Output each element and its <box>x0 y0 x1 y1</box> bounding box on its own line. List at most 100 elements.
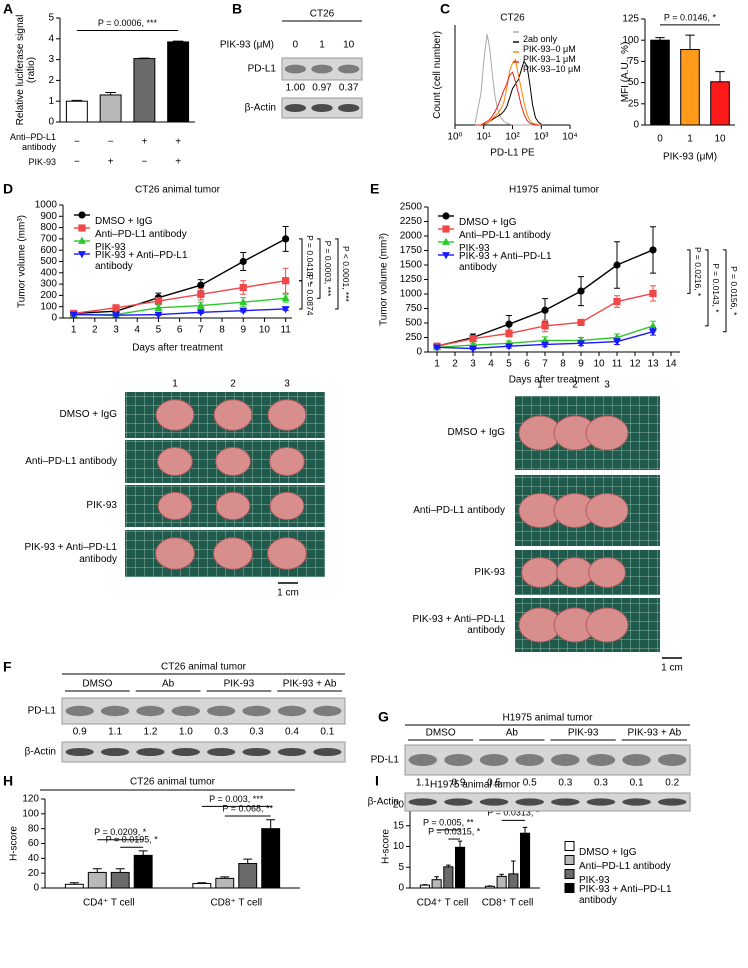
error-bar <box>457 840 463 848</box>
y-tick-label: 0 <box>416 347 422 358</box>
legend-label-box: Anti–PD-L1 antibody <box>579 861 671 872</box>
marker <box>154 297 163 305</box>
error-bar <box>69 882 79 885</box>
legend-marker <box>78 251 86 259</box>
error-bar <box>685 34 695 50</box>
bar <box>519 832 531 889</box>
annotation: P = 0.0195, * <box>106 835 159 845</box>
legend-marker <box>78 211 86 219</box>
blot-strip <box>61 741 346 763</box>
quant-label: 1.00 <box>286 83 306 94</box>
legend-marker <box>442 212 450 220</box>
y-tick-label: 3 <box>48 54 54 65</box>
x-tick-label: 13 <box>647 359 659 370</box>
blot-band <box>171 705 200 717</box>
row-label-box: PIK-93 + Anti–PD-L1 antibody <box>24 542 117 565</box>
blot-band <box>311 104 333 112</box>
condition-sign: − <box>108 137 114 148</box>
y-tick-label: 75 <box>628 56 640 67</box>
blot-band <box>657 798 687 806</box>
x-tick-label: CD8⁺ T cell <box>482 898 534 909</box>
tumor <box>157 491 193 521</box>
legend-marker <box>78 236 86 244</box>
tumor <box>521 557 559 588</box>
bar <box>443 866 454 889</box>
x-tick-label: 10¹ <box>477 132 492 143</box>
y-axis-label: Count (cell number) <box>432 31 444 119</box>
quant-label: 0.1 <box>630 778 644 789</box>
y-axis-label: Relative luciferase signal (ratio) <box>14 14 38 126</box>
blot-band <box>100 748 130 756</box>
bar <box>508 873 519 889</box>
annotation: P = 0.0006, *** <box>98 18 158 28</box>
tumor <box>556 557 594 588</box>
y-axis-label-box: H-score <box>8 826 19 861</box>
error-bar <box>266 819 276 829</box>
bar <box>454 846 466 889</box>
row-label: PIK-93 <box>86 500 117 512</box>
column-label: 3 <box>604 380 610 391</box>
y-tick-label: 5 <box>48 13 54 24</box>
x-tick-label: CD4⁺ T cell <box>83 898 135 909</box>
bar <box>710 81 730 126</box>
bar <box>87 871 107 889</box>
y-tick-label: 0 <box>51 313 57 324</box>
series-line <box>475 71 542 126</box>
y-axis-label: Tumor volume (mm³) <box>378 233 390 326</box>
x-tick-label: 12 <box>629 359 641 370</box>
x-tick-label: 3 <box>470 359 476 370</box>
bar <box>215 877 235 889</box>
marker <box>649 246 657 254</box>
marker <box>112 312 120 320</box>
tumor <box>267 399 307 431</box>
group-label: PIK-93 <box>224 679 255 690</box>
y-tick-label: 2500 <box>400 202 423 213</box>
significance-bracket <box>299 238 303 282</box>
row-label: PIK-93 + Anti–PD-L1 antibody <box>412 613 505 637</box>
tumor <box>213 537 253 570</box>
column-label: 1 <box>172 379 178 390</box>
y-tick-label: 1250 <box>400 274 423 285</box>
annotation: P = 0.0315, * <box>428 826 481 836</box>
blot-band <box>171 748 200 756</box>
marker <box>613 338 621 346</box>
marker <box>197 290 205 298</box>
x-tick-label: 10⁴ <box>562 132 577 143</box>
x-tick-label: 4 <box>134 325 140 336</box>
group-label: PIK-93 + Ab <box>628 728 682 739</box>
y-tick-label: 2000 <box>400 231 423 242</box>
x-tick-label: 0 <box>657 134 663 145</box>
quant-label: 0.4 <box>285 727 299 738</box>
bar <box>238 863 258 889</box>
annotation: P = 0.0874 <box>305 274 315 315</box>
x-axis-label: Days after treatment <box>132 343 223 354</box>
blot-band <box>242 705 271 717</box>
blot-band <box>338 64 360 74</box>
bar <box>650 39 670 126</box>
y-tick-label: 100 <box>40 301 57 312</box>
blot-band <box>515 754 544 766</box>
panel-letter: C <box>440 1 450 17</box>
legend-label-box: DMSO + IgG <box>579 847 637 859</box>
x-tick-label: 10² <box>505 132 520 143</box>
condition-label: Anti–PD-L1 antibody <box>9 131 56 152</box>
annotation: P = 0.068, ** <box>222 803 273 813</box>
x-tick-label: 4 <box>488 359 494 370</box>
bar <box>64 883 84 889</box>
lane-label: 10 <box>343 40 355 51</box>
error-bar <box>511 860 516 874</box>
significance-bracket <box>299 280 303 310</box>
annotation: P = 0.0143, * <box>711 263 721 313</box>
blot-band <box>65 705 94 717</box>
quant-label: 0.3 <box>250 727 264 738</box>
scale-label: 1 cm <box>277 588 299 599</box>
panel-letter: G <box>378 709 389 725</box>
y-axis-label-box: Tumor volume (mm³) <box>16 215 27 308</box>
condition-label-box: PIK-93 <box>28 157 56 167</box>
legend-label: DMSO + IgG <box>579 847 637 859</box>
quant-label: 1.2 <box>143 727 157 738</box>
legend-label: DMSO + IgG <box>95 216 153 228</box>
x-tick-label: 6 <box>524 359 530 370</box>
panel-letter: F <box>3 659 12 675</box>
lane-label: 1 <box>319 40 325 51</box>
